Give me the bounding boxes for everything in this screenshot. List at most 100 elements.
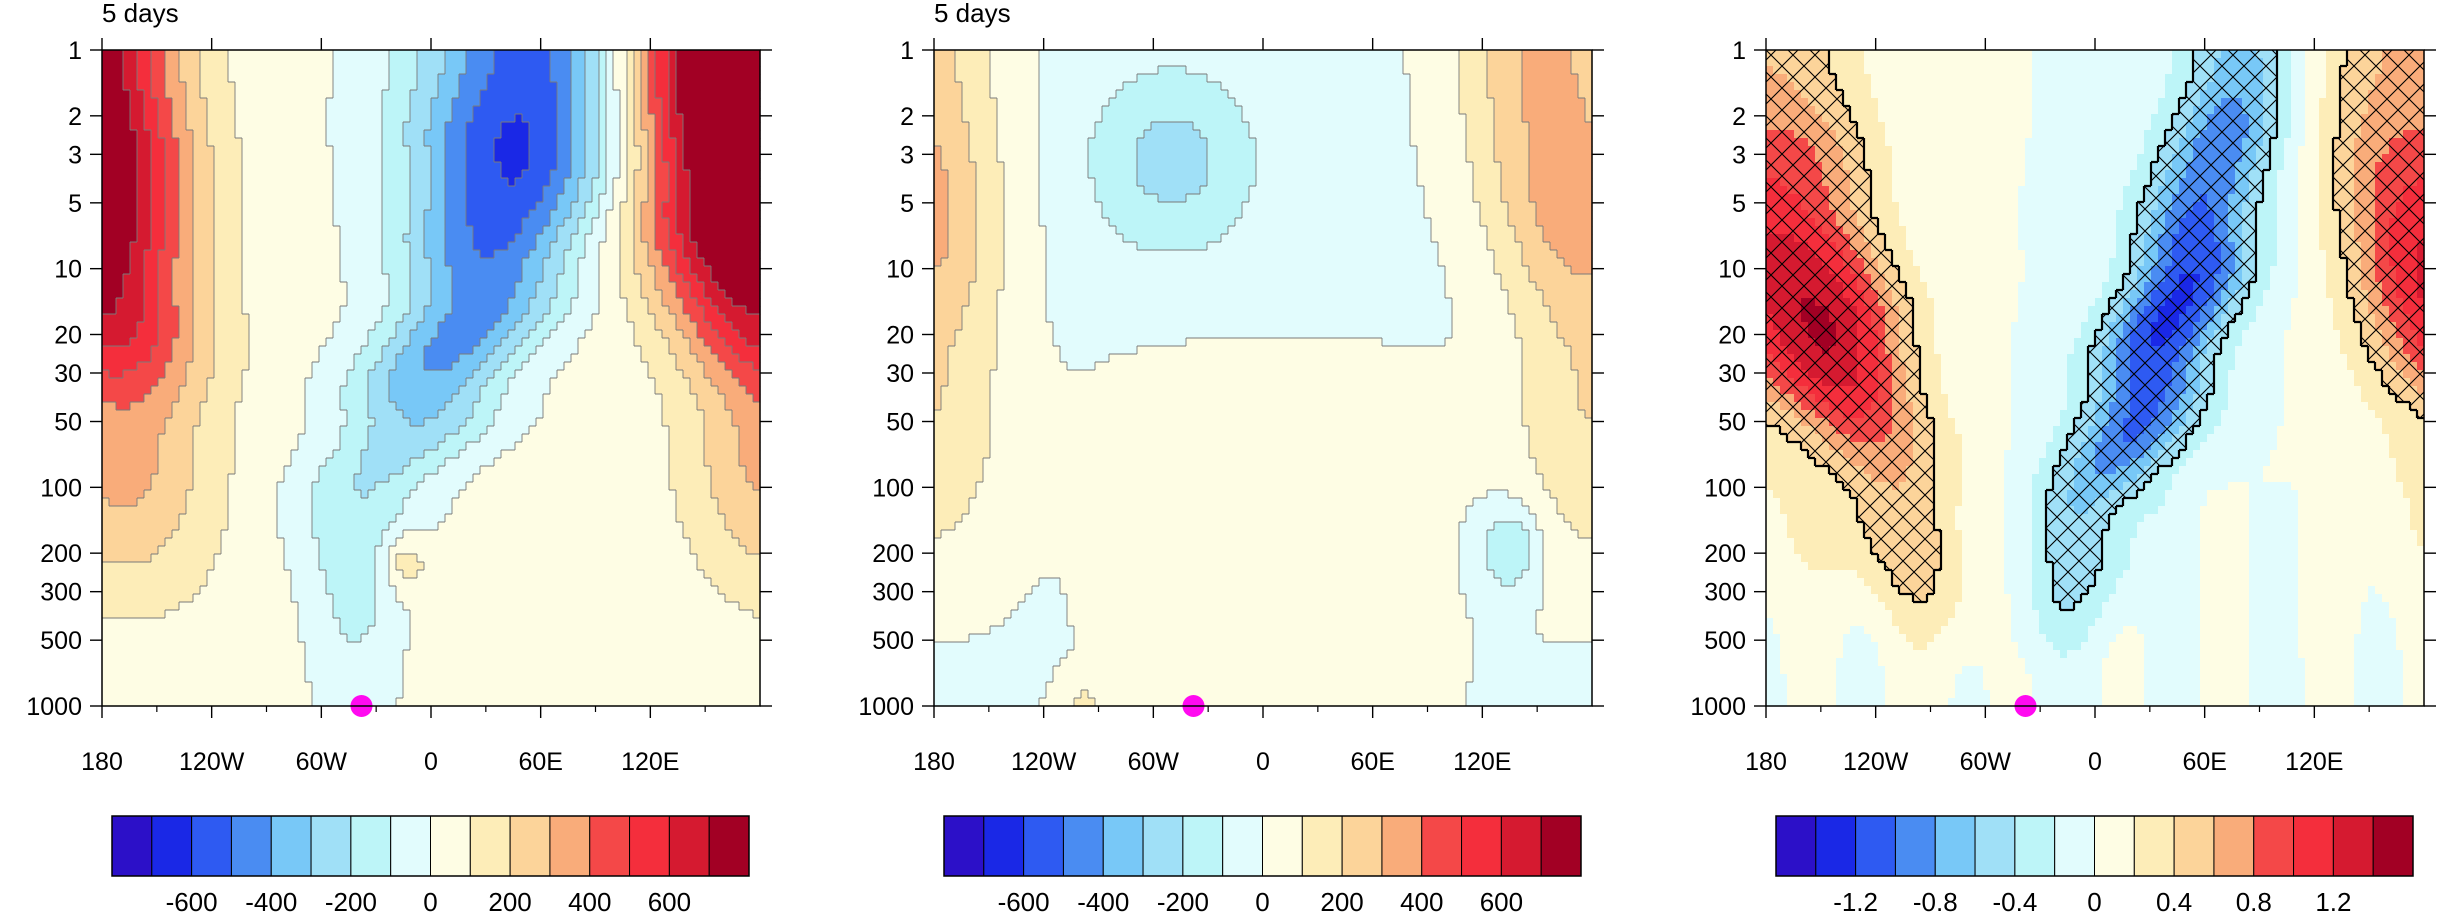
field-cell (431, 266, 439, 275)
field-cell (585, 242, 593, 251)
field-cell (347, 250, 355, 259)
field-cell (389, 258, 397, 267)
field-cell (144, 106, 152, 115)
field-cell (291, 266, 299, 275)
field-cell (270, 458, 278, 467)
field-cell (501, 410, 509, 419)
field-cell (354, 218, 362, 227)
field-cell (207, 442, 215, 451)
field-cell (445, 258, 453, 267)
field-cell (228, 74, 236, 83)
field-cell (529, 114, 537, 123)
field-cell (641, 122, 649, 131)
field-cell (193, 66, 201, 75)
field-cell (536, 114, 544, 123)
field-cell (410, 58, 418, 67)
field-cell (599, 394, 607, 403)
field-cell (634, 290, 642, 299)
field-cell (662, 226, 670, 235)
field-cell (613, 106, 621, 115)
field-cell (501, 274, 509, 283)
field-cell (242, 458, 250, 467)
field-cell (627, 458, 635, 467)
field-cell (291, 346, 299, 355)
field-cell (312, 210, 320, 219)
field-cell (151, 378, 159, 387)
field-cell (557, 394, 565, 403)
field-cell (368, 466, 376, 475)
field-cell (704, 322, 712, 331)
field-cell (704, 178, 712, 187)
field-cell (417, 114, 425, 123)
field-cell (613, 354, 621, 363)
field-cell (550, 66, 558, 75)
field-cell (193, 426, 201, 435)
field-cell (256, 394, 264, 403)
field-cell (130, 458, 138, 467)
field-cell (256, 218, 264, 227)
field-cell (158, 474, 166, 483)
field-cell (263, 50, 271, 59)
field-cell (116, 402, 124, 411)
field-cell (312, 98, 320, 107)
field-cell (725, 370, 733, 379)
field-cell (739, 82, 747, 91)
field-cell (606, 466, 614, 475)
field-cell (249, 58, 257, 67)
field-cell (340, 314, 348, 323)
field-cell (459, 418, 467, 427)
field-cell (417, 250, 425, 259)
field-cell (592, 178, 600, 187)
field-cell (697, 378, 705, 387)
field-cell (683, 242, 691, 251)
field-cell (683, 250, 691, 259)
field-cell (179, 290, 187, 299)
field-cell (193, 170, 201, 179)
field-cell (655, 178, 663, 187)
field-cell (634, 298, 642, 307)
field-cell (473, 50, 481, 59)
field-cell (256, 170, 264, 179)
field-cell (382, 146, 390, 155)
field-cell (221, 50, 229, 59)
field-cell (375, 442, 383, 451)
field-cell (620, 426, 628, 435)
field-cell (466, 146, 474, 155)
field-cell (529, 218, 537, 227)
field-cell (571, 130, 579, 139)
field-cell (270, 210, 278, 219)
field-cell (655, 410, 663, 419)
field-cell (445, 370, 453, 379)
field-cell (508, 410, 516, 419)
field-cell (249, 386, 257, 395)
field-cell (256, 346, 264, 355)
field-cell (487, 58, 495, 67)
field-cell (123, 154, 131, 163)
field-cell (368, 442, 376, 451)
field-cell (606, 74, 614, 83)
field-cell (389, 458, 397, 467)
field-cell (662, 138, 670, 147)
field-cell (277, 362, 285, 371)
field-cell (508, 338, 516, 347)
field-cell (102, 154, 110, 163)
field-cell (522, 90, 530, 99)
field-cell (235, 386, 243, 395)
field-cell (144, 338, 152, 347)
field-cell (200, 290, 208, 299)
field-cell (683, 338, 691, 347)
field-cell (718, 410, 726, 419)
field-cell (354, 138, 362, 147)
field-cell (319, 322, 327, 331)
field-cell (333, 418, 341, 427)
field-cell (333, 90, 341, 99)
field-cell (382, 154, 390, 163)
field-cell (571, 298, 579, 307)
field-cell (137, 82, 145, 91)
field-cell (466, 106, 474, 115)
field-cell (305, 178, 313, 187)
field-cell (396, 50, 404, 59)
field-cell (249, 162, 257, 171)
field-cell (305, 322, 313, 331)
field-cell (130, 210, 138, 219)
